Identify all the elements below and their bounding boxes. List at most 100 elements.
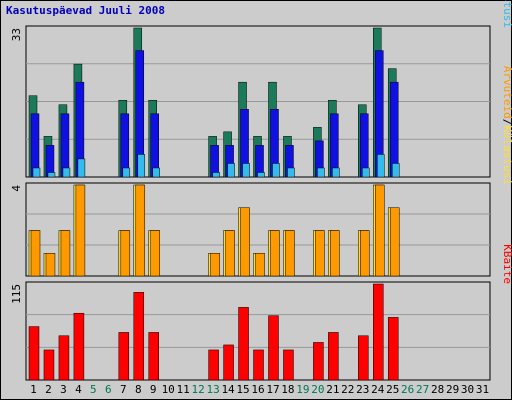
legend-part: KBaite <box>501 244 512 284</box>
panel-bottom-ymax-label: 115 <box>10 284 23 304</box>
legend-part: Külastusi <box>501 0 512 28</box>
bar-arvuteid <box>270 230 280 277</box>
bar-kbaite <box>73 312 85 381</box>
legend-part: Külastusi <box>501 125 512 185</box>
bar-kbaite <box>28 326 40 381</box>
bar-arvuteid <box>60 230 71 277</box>
bar-kulastusi <box>227 163 235 178</box>
day-label: 26 <box>401 383 414 396</box>
day-label: 18 <box>281 383 294 396</box>
bar-kulastusi <box>377 154 385 178</box>
bar-kbaite <box>358 335 369 381</box>
day-label: 19 <box>296 383 309 396</box>
panel-middle-series-legend: Arvuteid/Külastusi <box>501 66 512 185</box>
bar-kulastusi <box>332 167 340 178</box>
bar-arvuteid <box>255 253 265 277</box>
day-label: 20 <box>311 383 324 396</box>
bar-kulastusi <box>32 167 41 178</box>
bar-arvuteid <box>75 184 86 277</box>
bar-kulastusi <box>391 163 400 178</box>
day-label: 15 <box>236 383 249 396</box>
bar-kbaite <box>58 335 70 381</box>
bar-faile <box>30 113 40 178</box>
day-label: 12 <box>192 383 205 396</box>
bar-kulastusi <box>257 172 265 178</box>
bar-faile <box>330 113 339 178</box>
day-label: 29 <box>446 383 459 396</box>
panel-bottom-series-legend: KBaite <box>501 244 512 284</box>
bar-kbaite <box>373 283 384 381</box>
day-label: 17 <box>266 383 279 396</box>
day-label: 25 <box>386 383 399 396</box>
bar-kulastusi <box>77 158 86 178</box>
bar-faile <box>150 113 159 178</box>
bar-arvuteid <box>210 253 220 277</box>
bar-kulastusi <box>122 167 131 178</box>
panel-top-ymax-label: 33 <box>10 28 23 41</box>
chart-title: Kasutuspäevad Juuli 2008 <box>6 4 165 17</box>
bar-kulastusi <box>137 154 146 178</box>
bar-kbaite <box>387 317 399 381</box>
bar-kulastusi <box>317 167 325 178</box>
day-label: 28 <box>431 383 444 396</box>
bar-kulastusi <box>152 167 160 178</box>
day-label: 21 <box>326 383 339 396</box>
bar-arvuteid <box>285 230 295 277</box>
bar-kbaite <box>133 292 145 381</box>
day-label: 8 <box>135 383 142 396</box>
bar-kbaite <box>118 332 130 381</box>
bar-kbaite <box>148 332 159 381</box>
day-label: 5 <box>90 383 97 396</box>
day-label: 24 <box>371 383 385 396</box>
bar-arvuteid <box>135 184 146 277</box>
bar-kulastusi <box>62 167 71 178</box>
bar-faile <box>120 113 130 178</box>
day-label: 4 <box>75 383 82 396</box>
bar-arvuteid <box>375 184 385 277</box>
legend-part: Arvuteid <box>501 66 512 119</box>
bar-kbaite <box>268 315 279 381</box>
bar-faile <box>60 113 70 178</box>
bar-arvuteid <box>315 230 325 277</box>
bar-kbaite <box>238 307 249 381</box>
bar-arvuteid <box>45 253 56 277</box>
panel-middle-ymax-label: 4 <box>10 185 23 192</box>
bar-kbaite <box>253 349 264 381</box>
bar-kbaite <box>313 342 324 381</box>
bar-kulastusi <box>242 163 250 178</box>
panel-top-series-legend: Pöördumisi/Faile/Külastusi <box>501 0 512 28</box>
day-label: 9 <box>150 383 157 396</box>
day-label: 27 <box>416 383 429 396</box>
bar-arvuteid <box>30 230 41 277</box>
day-label: 2 <box>45 383 52 396</box>
bar-arvuteid <box>150 230 160 277</box>
day-label: 22 <box>341 383 354 396</box>
day-label: 1 <box>30 383 37 396</box>
bar-arvuteid <box>360 230 370 277</box>
bar-kbaite <box>43 349 55 381</box>
day-label: 30 <box>461 383 474 396</box>
bar-arvuteid <box>240 207 250 277</box>
legend-part: / <box>501 119 512 126</box>
day-label: 6 <box>105 383 112 396</box>
day-label: 13 <box>206 383 219 396</box>
day-label: 10 <box>162 383 175 396</box>
bar-kbaite <box>328 332 339 381</box>
day-label: 7 <box>120 383 127 396</box>
bar-faile <box>360 113 369 178</box>
bar-kulastusi <box>362 167 370 178</box>
bar-arvuteid <box>225 230 235 277</box>
bar-kbaite <box>208 349 219 381</box>
day-label: 23 <box>356 383 369 396</box>
day-label: 16 <box>251 383 264 396</box>
bar-arvuteid <box>120 230 131 277</box>
bar-arvuteid <box>389 207 400 277</box>
bar-kulastusi <box>272 163 280 178</box>
bar-kbaite <box>283 349 294 381</box>
bar-kulastusi <box>47 172 56 178</box>
day-label: 31 <box>476 383 489 396</box>
bar-faile <box>389 81 399 178</box>
day-label: 14 <box>221 383 235 396</box>
bar-kulastusi <box>287 167 295 178</box>
